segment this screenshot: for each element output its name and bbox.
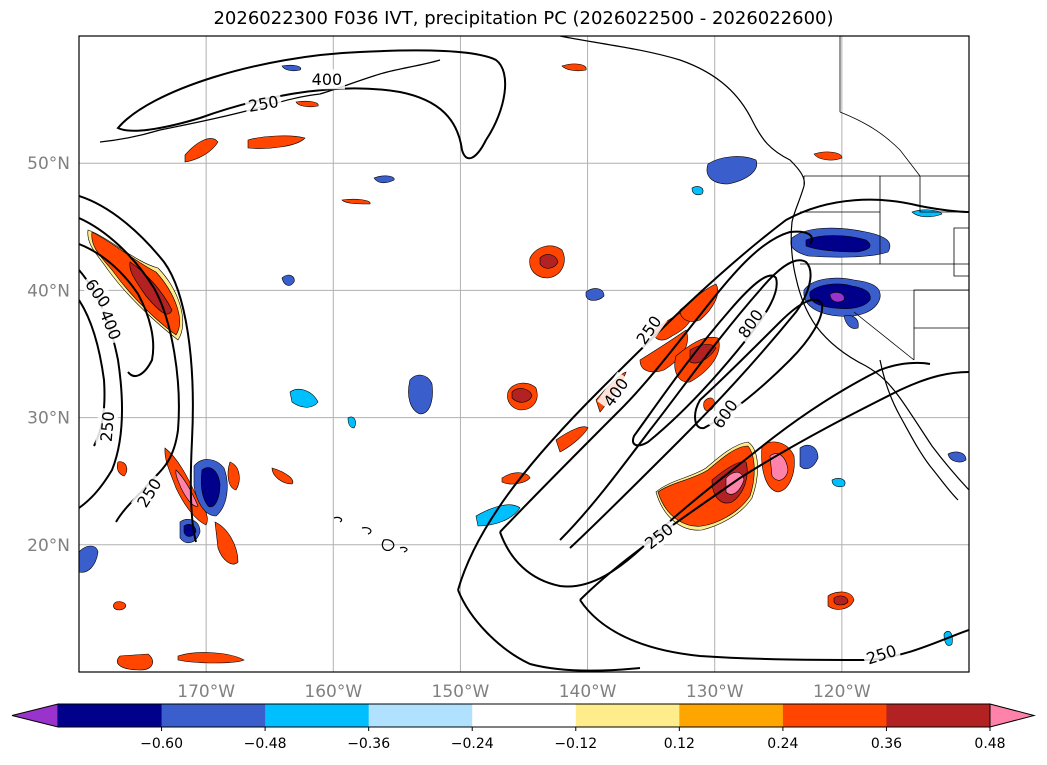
ivt-contour-south-250b [579, 599, 969, 662]
ivt-contour-ar-250b [457, 589, 641, 672]
baja-california [879, 359, 959, 501]
svg-text:250: 250 [97, 411, 119, 443]
svg-text:400: 400 [312, 70, 343, 89]
lon-label: 150°W [432, 682, 490, 702]
lat-label: 40°N [27, 281, 70, 301]
colorbar-tick-label: −0.48 [244, 736, 287, 752]
ivt-contour-label: 250 [95, 407, 119, 446]
ivt-contour-ar-400b [499, 361, 931, 588]
ivt-contour-west-250 [79, 195, 197, 543]
lat-label: 30°N [27, 409, 70, 429]
colorbar-extend-low [11, 703, 59, 728]
ivt-contour-west-600 [79, 243, 155, 377]
colorbar-tick-label: −0.60 [140, 736, 183, 752]
precip-positive-anomalies [87, 63, 855, 671]
colorbar-segment [265, 704, 370, 727]
svg-text:250: 250 [864, 641, 899, 669]
pos-blob-central [501, 151, 843, 485]
political-borders [800, 36, 969, 361]
ivt-contour-label: 250 [130, 472, 167, 514]
colorbar-tick-label: 0.48 [974, 736, 1005, 752]
lat-label: 50°N [27, 154, 70, 174]
ivt-contour-label: 250 [243, 90, 283, 117]
colorbar-tick-label: −0.24 [451, 736, 494, 752]
ivt-contour-label: 400 [308, 69, 345, 90]
colorbar-segment [886, 704, 991, 727]
colorbar-tick-label: 0.24 [767, 736, 798, 752]
colorbar-segment [161, 704, 266, 727]
pos-blob-midwest [113, 447, 294, 671]
lat-label: 20°N [27, 536, 70, 556]
hawaii-islands [333, 516, 408, 553]
lon-label: 120°W [813, 682, 871, 702]
map-frame [78, 35, 970, 673]
ivt-contour-ar-800 [632, 274, 778, 447]
ivt-contour-label: 250 [861, 639, 902, 670]
coastlines [99, 36, 969, 553]
colorbar-segment [575, 704, 680, 727]
colorbar-tick-label: −0.12 [554, 736, 597, 752]
lon-label: 160°W [304, 682, 362, 702]
colorbar-segment [58, 704, 163, 727]
lon-label: 170°W [177, 682, 235, 702]
pos-blob-north [184, 63, 587, 205]
ivt-contour-north-250 [116, 49, 507, 160]
colorbar-segment [368, 704, 473, 727]
colorbar-tick-label: 0.12 [664, 736, 695, 752]
ivt-contour-label: 250 [638, 516, 680, 555]
colorbar: −0.60 −0.48 −0.36 −0.24 −0.12 0.12 0.24 0.36 0.4… [11, 703, 1036, 752]
ivt-contour-label: 400 [94, 304, 127, 346]
north-america-west-coast [790, 185, 969, 491]
neg-blob-california [706, 156, 967, 470]
lon-label: 140°W [559, 682, 617, 702]
pos-blob-southeast [655, 441, 855, 610]
svg-text:250: 250 [247, 92, 280, 116]
map-title: 2026022300 F036 IVT, precipitation PC (2… [213, 8, 834, 29]
alaska-coastline [559, 36, 805, 187]
ivt-contour-ar-600 [559, 259, 812, 549]
map-content [79, 36, 969, 672]
latitude-labels: 50°N 40°N 30°N 20°N [27, 154, 70, 556]
colorbar-segment [472, 704, 577, 727]
colorbar-segment [679, 704, 784, 727]
colorbar-tick-label: −0.36 [347, 736, 390, 752]
pos-blob-west-ridge [87, 229, 184, 341]
ivt-contour-south-250 [579, 371, 969, 601]
longitude-labels: 170°W 160°W 150°W 140°W 130°W 120°W [177, 682, 871, 702]
colorbar-tick-label: 0.36 [871, 736, 902, 752]
ivt-contour-ar-inner [694, 298, 824, 430]
colorbar-extend-high [989, 703, 1036, 728]
lon-label: 130°W [686, 682, 744, 702]
colorbar-segment [782, 704, 887, 727]
graticule [79, 36, 969, 672]
